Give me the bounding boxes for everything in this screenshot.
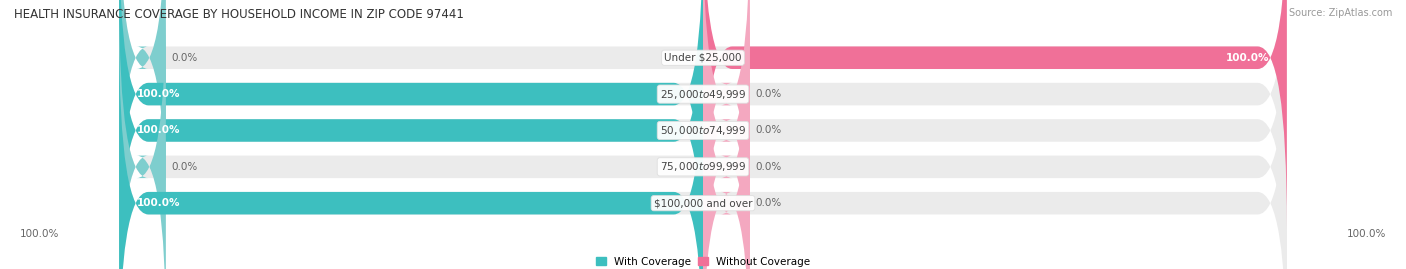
Text: $75,000 to $99,999: $75,000 to $99,999: [659, 160, 747, 173]
Text: 100.0%: 100.0%: [20, 229, 59, 239]
FancyBboxPatch shape: [703, 0, 749, 269]
Text: 100.0%: 100.0%: [1347, 229, 1386, 239]
FancyBboxPatch shape: [120, 0, 166, 228]
FancyBboxPatch shape: [120, 0, 166, 269]
Legend: With Coverage, Without Coverage: With Coverage, Without Coverage: [596, 257, 810, 267]
FancyBboxPatch shape: [703, 33, 749, 269]
Text: 0.0%: 0.0%: [755, 89, 782, 99]
Text: Source: ZipAtlas.com: Source: ZipAtlas.com: [1288, 8, 1392, 18]
Text: $50,000 to $74,999: $50,000 to $74,999: [659, 124, 747, 137]
FancyBboxPatch shape: [703, 0, 749, 269]
FancyBboxPatch shape: [120, 33, 1286, 269]
FancyBboxPatch shape: [120, 0, 1286, 265]
Text: 100.0%: 100.0%: [136, 125, 180, 136]
Text: 100.0%: 100.0%: [136, 198, 180, 208]
Text: 100.0%: 100.0%: [136, 89, 180, 99]
Text: $100,000 and over: $100,000 and over: [654, 198, 752, 208]
FancyBboxPatch shape: [120, 0, 703, 269]
FancyBboxPatch shape: [120, 0, 1286, 269]
FancyBboxPatch shape: [703, 0, 1286, 228]
FancyBboxPatch shape: [120, 0, 1286, 269]
FancyBboxPatch shape: [120, 33, 703, 269]
Text: 100.0%: 100.0%: [1226, 53, 1270, 63]
FancyBboxPatch shape: [120, 0, 703, 265]
Text: 0.0%: 0.0%: [755, 125, 782, 136]
Text: Under $25,000: Under $25,000: [664, 53, 742, 63]
Text: 0.0%: 0.0%: [755, 198, 782, 208]
FancyBboxPatch shape: [120, 0, 1286, 228]
Text: $25,000 to $49,999: $25,000 to $49,999: [659, 88, 747, 101]
FancyBboxPatch shape: [703, 0, 749, 265]
Text: HEALTH INSURANCE COVERAGE BY HOUSEHOLD INCOME IN ZIP CODE 97441: HEALTH INSURANCE COVERAGE BY HOUSEHOLD I…: [14, 8, 464, 21]
Text: 0.0%: 0.0%: [755, 162, 782, 172]
Text: 0.0%: 0.0%: [172, 162, 198, 172]
Text: 0.0%: 0.0%: [172, 53, 198, 63]
